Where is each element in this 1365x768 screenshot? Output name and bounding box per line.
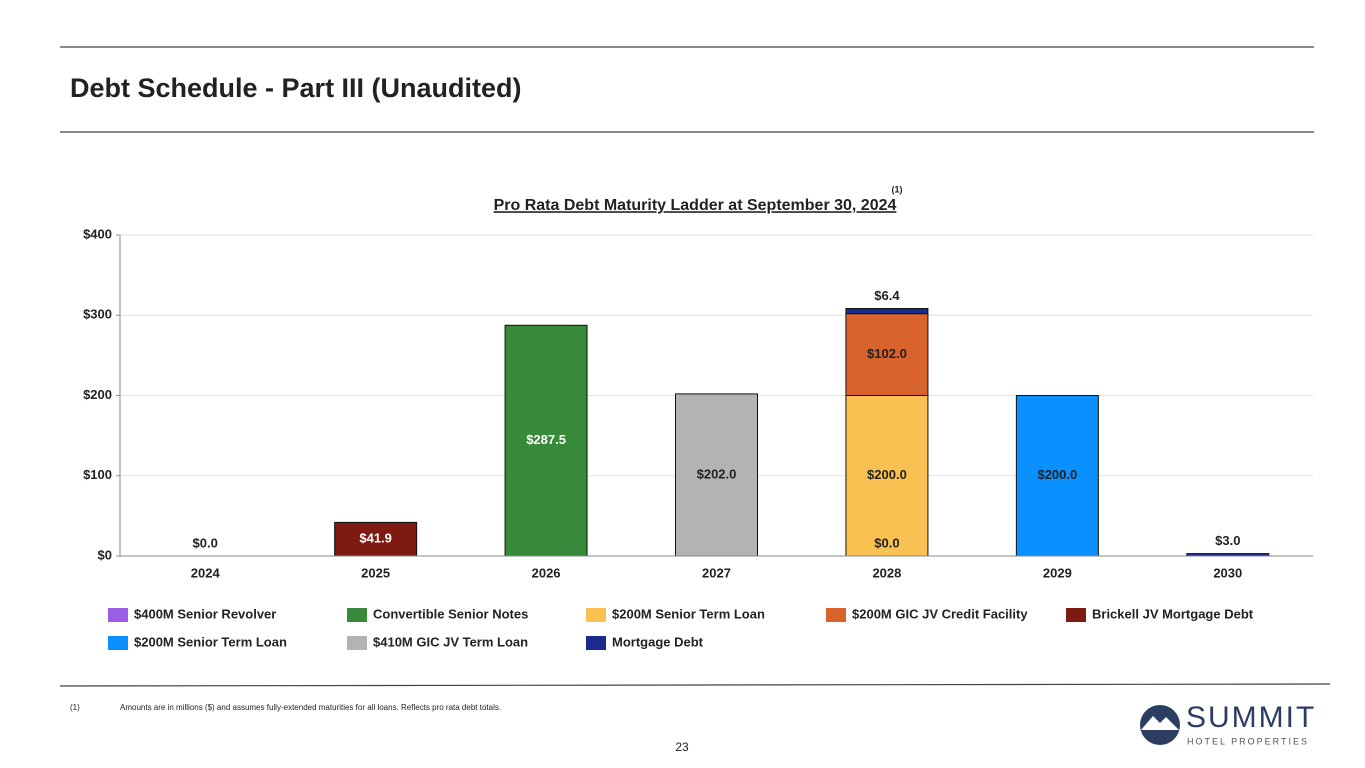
x-tick-label: 2029 — [1043, 565, 1072, 580]
legend-label: $200M Senior Term Loan — [134, 634, 287, 649]
rule — [59, 683, 1331, 687]
footnote: Amounts are in millions ($) and assumes … — [120, 703, 501, 712]
data-label: $6.4 — [874, 288, 900, 303]
page-number: 23 — [675, 740, 689, 754]
legend-label: $410M GIC JV Term Loan — [373, 634, 528, 649]
legend-swatch — [826, 608, 846, 622]
legend-swatch — [586, 636, 606, 650]
legend-swatch — [1066, 608, 1086, 622]
bar-segment — [845, 313, 929, 396]
legend-swatch — [347, 636, 367, 650]
x-tick-label: 2030 — [1213, 565, 1242, 580]
data-label: $287.5 — [526, 432, 566, 447]
slide-title: Debt Schedule - Part III (Unaudited) — [70, 73, 522, 103]
logo: SUMMIT HOTEL PROPERTIES — [1140, 701, 1316, 746]
data-label: $200.0 — [867, 467, 907, 482]
x-tick-label: 2026 — [532, 565, 561, 580]
y-tick-label: $100 — [83, 467, 112, 482]
data-label: $0.0 — [193, 535, 218, 550]
x-tick-label: 2025 — [361, 565, 390, 580]
data-label: $200.0 — [1037, 467, 1077, 482]
legend-swatch — [586, 608, 606, 622]
bar-segment — [845, 308, 929, 315]
legend-label: $200M Senior Term Loan — [612, 606, 765, 621]
x-tick-label: 2027 — [702, 565, 731, 580]
data-label: $0.0 — [874, 535, 899, 550]
logo-mountain — [1141, 716, 1179, 730]
y-tick-label: $300 — [83, 307, 112, 322]
title-note: (1) — [892, 184, 903, 194]
logo-name: SUMMIT — [1186, 701, 1316, 734]
legend-label: Brickell JV Mortgage Debt — [1092, 606, 1254, 621]
x-tick-label: 2024 — [191, 565, 221, 580]
y-tick-label: $0 — [98, 547, 112, 562]
y-tick-label: $200 — [83, 387, 112, 402]
data-label: $41.9 — [359, 531, 392, 546]
legend-label: $200M GIC JV Credit Facility — [852, 606, 1028, 621]
data-label: $202.0 — [697, 466, 737, 481]
logo-tagline: HOTEL PROPERTIES — [1187, 736, 1309, 746]
legend-swatch — [347, 608, 367, 622]
legend-label: Convertible Senior Notes — [373, 606, 528, 621]
footnote-marker: (1) — [70, 703, 80, 712]
x-tick-label: 2028 — [872, 565, 901, 580]
legend-label: Mortgage Debt — [612, 634, 704, 649]
data-label: $3.0 — [1215, 533, 1240, 548]
legend-label: $400M Senior Revolver — [134, 606, 276, 621]
chart-title: Pro Rata Debt Maturity Ladder at Septemb… — [494, 197, 897, 214]
bar-segment — [845, 395, 929, 557]
y-tick-label: $400 — [83, 226, 112, 241]
bar-segment — [1015, 395, 1099, 557]
data-label: $102.0 — [867, 346, 907, 361]
legend-swatch — [108, 636, 128, 650]
legend-swatch — [108, 608, 128, 622]
